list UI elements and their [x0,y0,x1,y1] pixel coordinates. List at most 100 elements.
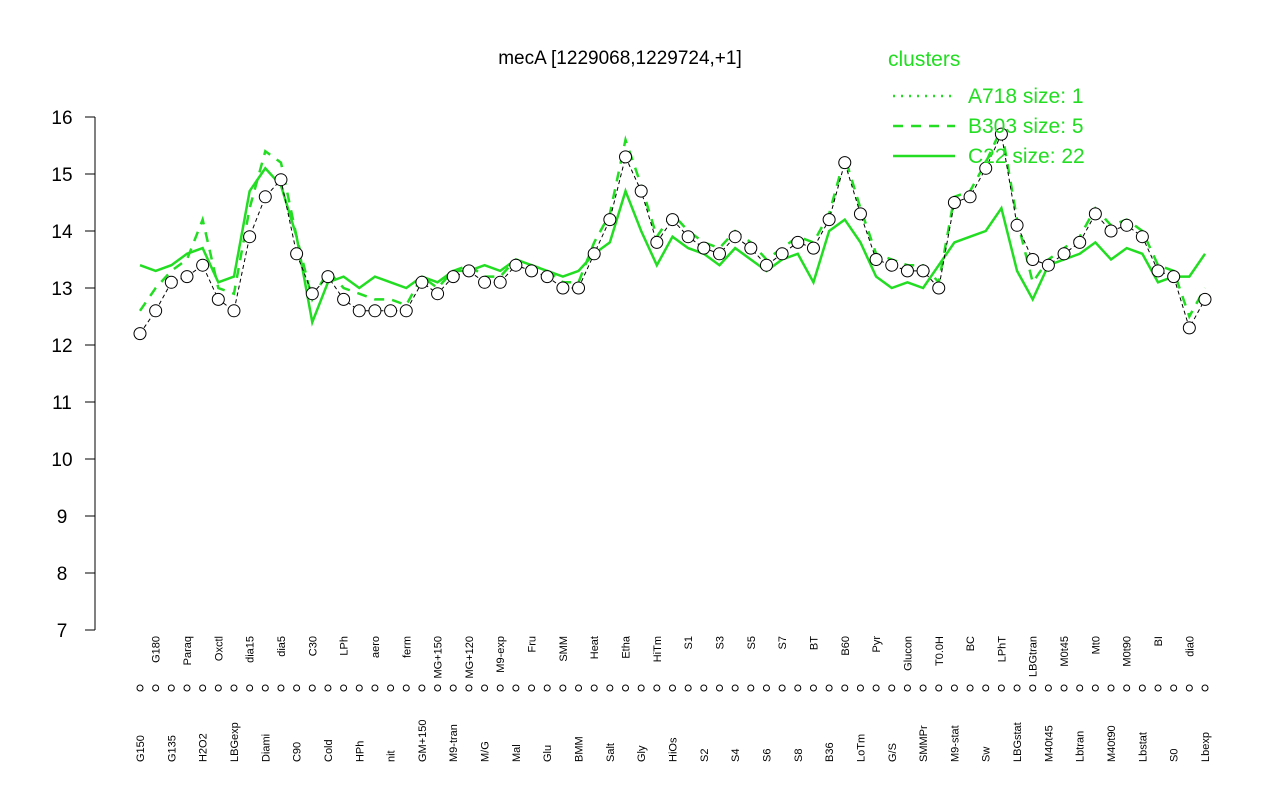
data-point [305,287,319,301]
x-marker [888,684,896,692]
data-point [258,190,272,204]
data-point [681,230,695,244]
data-point [1057,247,1071,261]
x-marker [543,684,551,692]
data-point [650,235,664,249]
data-point [791,235,805,249]
data-point [1104,224,1118,238]
x-marker [1091,684,1099,692]
x-marker [1201,684,1209,692]
data-point [1198,292,1212,306]
x-tick-label: Salt [605,743,617,762]
y-tick-label: 13 [51,279,72,300]
x-tick-label: nit [386,750,398,762]
x-tick-label: dia0 [1184,636,1196,657]
x-tick-label: Glu [542,745,554,762]
x-tick-label: G150 [135,735,147,762]
x-marker [402,684,410,692]
data-point [1088,207,1102,221]
x-marker [1138,684,1146,692]
legend-title: clusters [888,48,960,71]
x-tick-label: G/S [887,743,899,762]
x-marker [481,684,489,692]
x-tick-label: M9-stat [949,725,961,762]
cluster-line [139,166,1207,327]
x-tick-label: M9-tran [448,724,460,762]
legend-label: A718 size: 1 [968,85,1084,108]
x-tick-label: LBGtran [1028,636,1040,677]
x-tick-label: dia5 [276,636,288,657]
x-marker [434,684,442,692]
data-point [1010,218,1024,232]
data-point [916,264,930,278]
data-point [509,258,523,272]
data-point [556,281,570,295]
data-point [352,304,366,318]
x-tick-label: Heat [589,636,601,659]
x-marker [183,684,191,692]
x-marker [277,684,285,692]
data-point [368,304,382,318]
x-marker [340,684,348,692]
data-point [384,304,398,318]
data-point [885,258,899,272]
x-marker [966,684,974,692]
data-point [399,304,413,318]
x-tick-label: M/G [480,741,492,762]
x-tick-label: Cold [323,739,335,762]
x-tick-label: M40t90 [1106,725,1118,762]
data-point [290,247,304,261]
x-tick-label: Mt0 [1090,636,1102,654]
x-tick-label: S0 [1169,749,1181,762]
x-marker [418,684,426,692]
x-marker [308,684,316,692]
x-marker [747,684,755,692]
x-tick-label: S1 [683,636,695,649]
data-point [759,258,773,272]
data-point [712,247,726,261]
legend-label: B303 size: 5 [968,115,1084,138]
x-tick-label: B36 [824,742,836,762]
x-marker [1044,684,1052,692]
data-point [180,270,194,284]
x-tick-label: H2O2 [198,733,210,762]
data-point [196,258,210,272]
data-point [415,275,429,289]
data-point [462,264,476,278]
x-tick-label: S4 [730,749,742,762]
x-tick-label: M9-exp [495,636,507,673]
x-tick-label: Diami [260,734,272,762]
x-tick-label: M0t90 [1122,636,1134,667]
x-marker [324,684,332,692]
chart-title: mecA [1229068,1229724,+1] [498,48,742,69]
data-point [1182,321,1196,335]
y-tick-label: 8 [57,564,68,585]
x-tick-label: Lbstat [1137,732,1149,762]
y-tick-label: 15 [51,165,72,186]
x-marker [794,684,802,692]
x-tick-label: S8 [793,749,805,762]
x-marker [684,684,692,692]
data-point [1026,253,1040,266]
data-point [775,247,789,261]
x-marker [841,684,849,692]
x-tick-label: S7 [777,636,789,649]
x-tick-label: LBGstat [1012,722,1024,762]
x-tick-label: LoTm [855,734,867,762]
x-tick-label: LPh [339,636,351,656]
y-tick-label: 7 [57,621,68,642]
x-marker [559,684,567,692]
data-point [525,264,539,278]
x-tick-label: S5 [746,636,758,649]
data-point [274,173,288,187]
x-marker [246,684,254,692]
x-marker [731,684,739,692]
x-marker [1185,684,1193,692]
x-tick-label: C30 [307,636,319,656]
x-marker [387,684,395,692]
data-point [744,241,758,255]
x-tick-label: Mal [511,744,523,762]
data-point [572,281,586,295]
data-point [1135,230,1149,244]
data-point [211,292,225,306]
